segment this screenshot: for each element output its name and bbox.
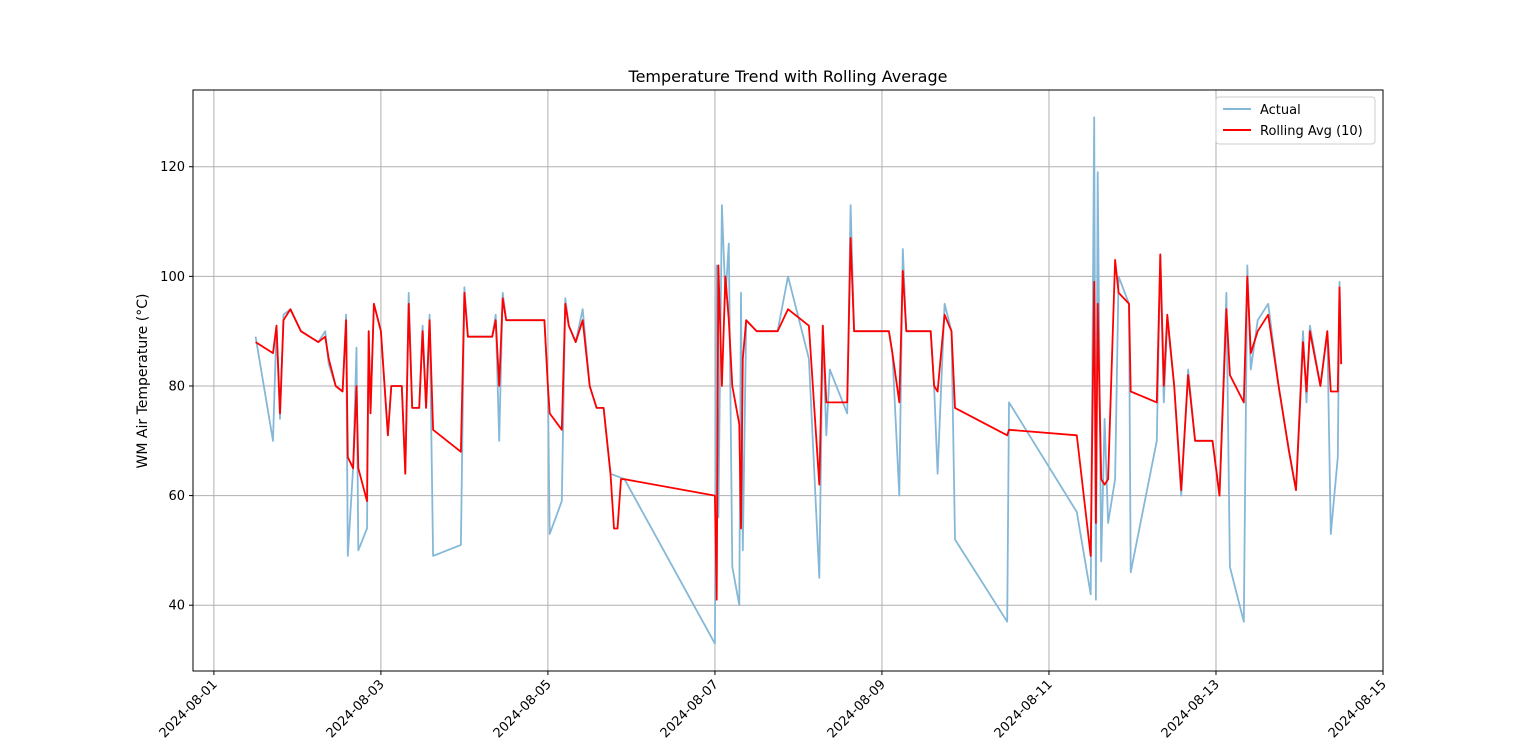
legend: Actual Rolling Avg (10) [1215, 96, 1376, 145]
y-tick-label: 100 [160, 270, 185, 285]
legend-label-actual: Actual [1260, 103, 1301, 118]
chart-title: Temperature Trend with Rolling Average [628, 67, 948, 86]
y-axis-label: WM Air Temperature (°C) [135, 294, 151, 469]
y-tick-label: 80 [168, 379, 185, 394]
series-line-rolling-avg [255, 237, 1343, 601]
y-tick-label: 40 [168, 599, 185, 614]
y-tick-label: 120 [160, 160, 185, 175]
y-tick-label: 60 [168, 489, 185, 504]
legend-box [1215, 96, 1376, 145]
plot-frame [192, 89, 1384, 672]
legend-label-rolling-avg: Rolling Avg (10) [1260, 124, 1363, 139]
series-lines [254, 116, 1343, 645]
y-axis: 40 60 80 100 120 [160, 160, 193, 614]
